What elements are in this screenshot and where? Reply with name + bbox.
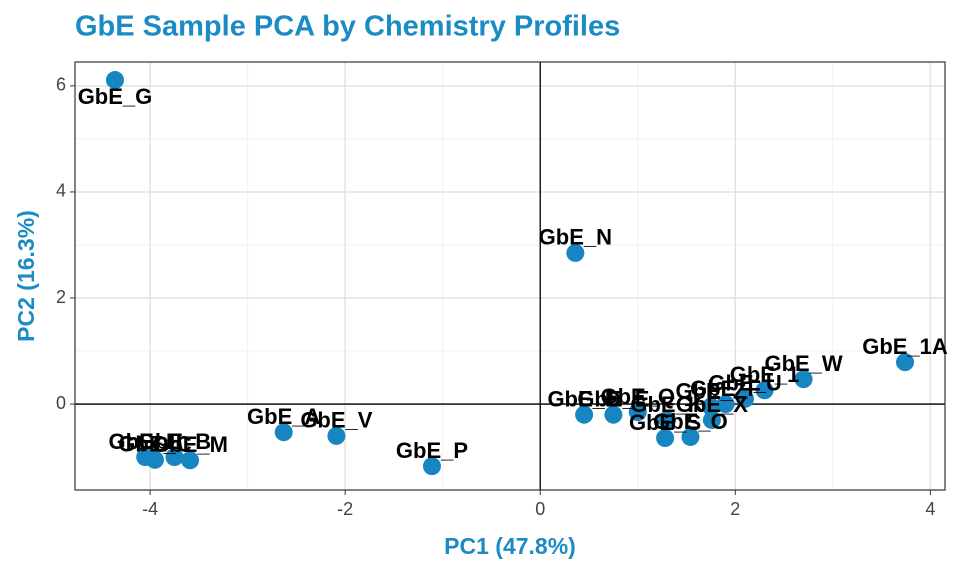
point-label: GbE_Q [600,384,675,409]
point-label: GbE_P [396,438,468,463]
x-tick-label: 2 [730,499,740,519]
point [628,403,647,422]
point [755,381,774,400]
point-label: GbE_D [547,387,620,412]
point [794,370,813,389]
point [274,423,293,442]
x-tick-label: 0 [535,499,545,519]
y-tick-label: 4 [56,181,66,201]
x-axis-label: PC1 (47.8%) [444,533,576,559]
point-label: GbE_F [690,376,761,401]
point [736,389,755,408]
point-label: GbE_X [676,392,748,417]
point [181,451,200,470]
chart-title: GbE Sample PCA by Chemistry Profiles [75,11,620,43]
plot-border [74,61,946,491]
y-tick-label: 2 [56,287,66,307]
point-label: GbE_B [138,429,211,454]
point [566,243,585,262]
x-tick-label: 4 [925,499,935,519]
point [422,457,441,476]
point-label: GbE_G [78,84,153,109]
point [105,71,124,90]
point [701,397,720,416]
x-tick-label: -2 [337,499,353,519]
point-label: GbE_1 [730,362,800,387]
point [656,429,675,448]
point [165,448,184,467]
point [327,426,346,445]
point-label: GbE_Z [675,379,746,404]
point-label: GbE_E [577,387,649,412]
y-tick-label: 0 [56,393,66,413]
point [716,395,735,414]
point [702,410,721,429]
point-label: GbE_U [708,371,781,396]
point-label: GbE_M [152,432,228,457]
point [575,405,594,424]
point-label: GbE_C [118,432,191,457]
x-tick-label: -4 [142,499,158,519]
y-tick-label: 6 [56,75,66,95]
point-label: GbE_H [109,429,182,454]
point [896,353,915,372]
point-label: GbE_S [629,410,701,435]
point [604,405,623,424]
point-label: GbE_1A [862,334,948,359]
y-axis-label: PC2 (16.3%) [13,210,39,342]
point [136,448,155,467]
point-label: GbE_A [247,404,320,429]
point-label: GbE_W [764,351,842,376]
point-label: GbE_O [653,409,728,434]
point-label: GbE_N [539,225,612,250]
point [658,410,677,429]
point [681,427,700,446]
point-label: GbE_K [630,392,703,417]
point-label: GbE_V [300,408,372,433]
